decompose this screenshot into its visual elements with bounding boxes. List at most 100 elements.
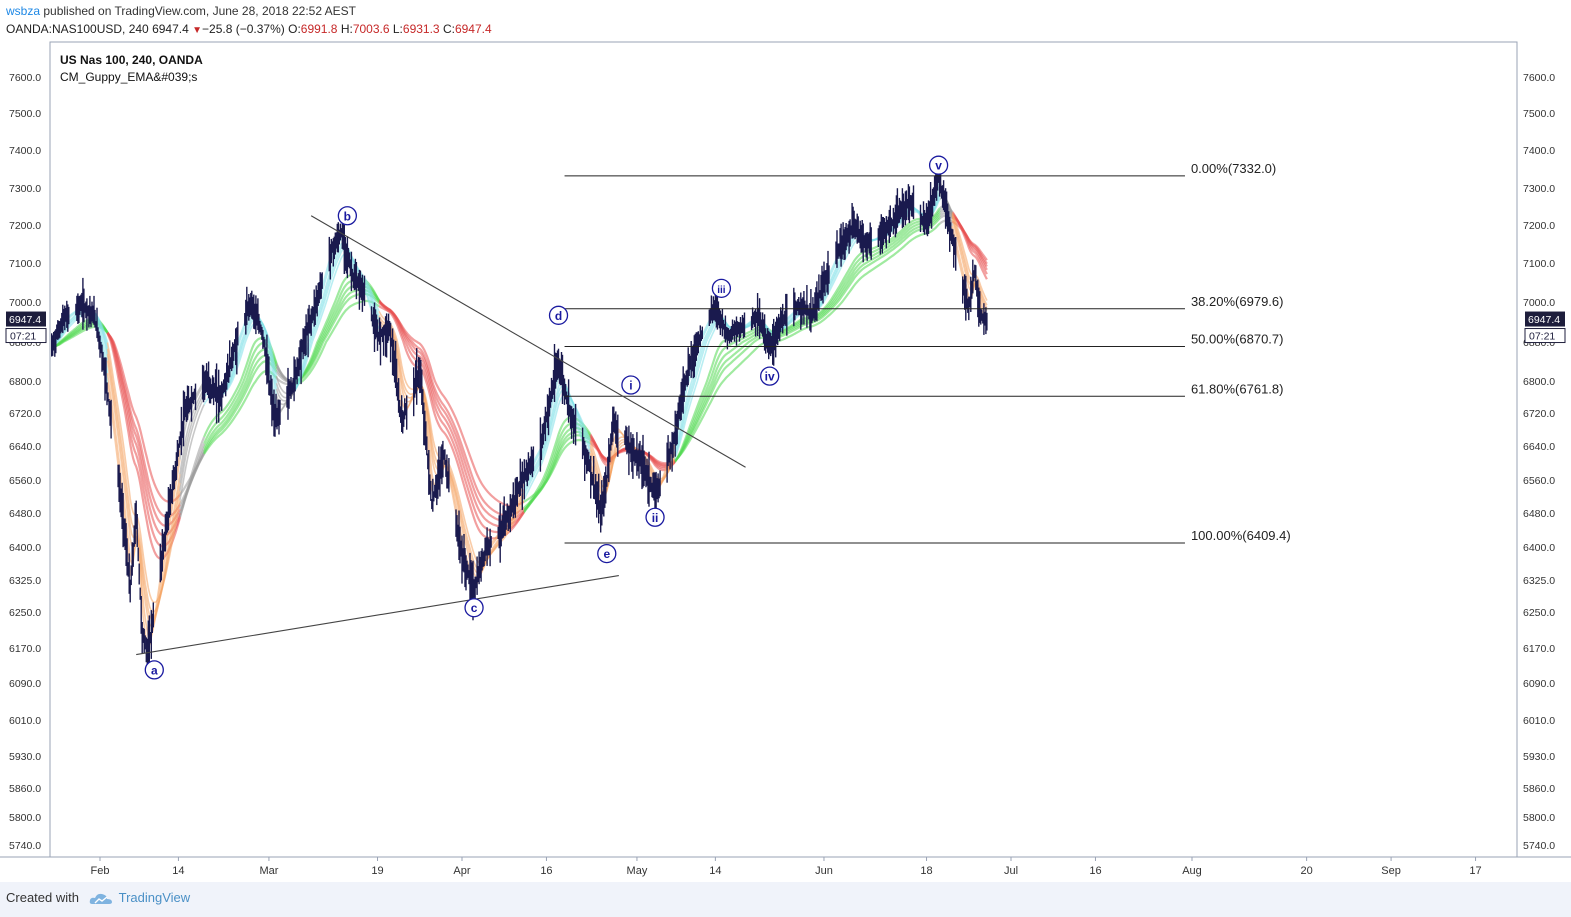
header-bar: wsbza published on TradingView.com, June… [0,0,1571,42]
wave-label-text: ii [652,511,659,525]
time-axis[interactable] [0,857,1571,882]
wave-label-text: e [603,547,610,561]
close-value: 6947.4 [454,22,492,36]
y-tick-label-right: 6250.0 [1523,607,1555,619]
x-tick-label: Mar [259,865,278,877]
y-tick-label-right: 6325.0 [1523,575,1555,587]
wave-label-circle[interactable] [337,206,358,226]
y-tick-label-right: 7400.0 [1523,145,1555,157]
gmma-fast-ema-line [951,215,988,309]
wave-label-circle[interactable] [464,598,484,618]
gmma-fast-ema-line [179,404,205,501]
fib-level-label: 100.00%(6409.4) [1191,528,1291,543]
y-tick-label-left: 6250.0 [9,607,41,619]
x-tick-label: 17 [1469,865,1481,877]
y-tick-label-right: 7200.0 [1523,220,1555,232]
x-tick-label: 18 [920,865,932,877]
gmma-fast-ema-line [523,394,591,501]
y-tick-label-left: 7400.0 [9,145,41,157]
y-tick-label-left: 6560.0 [9,475,41,487]
wave-label-text: d [555,309,562,323]
wave-label-text: iii [717,285,726,296]
fib-level-label: 61.80%(6761.8) [1191,381,1284,396]
author-link[interactable]: wsbza [6,4,41,18]
created-with-text: Created with [6,890,79,905]
tradingview-brand-link[interactable]: TradingView [118,890,191,905]
chart-legend-title: US Nas 100, 240, OANDA [60,53,203,67]
symbol-name: OANDA:NAS100USD, 240 [6,22,149,36]
fib-level-label: 50.00%(6870.7) [1191,332,1284,347]
tradingview-cloud-icon [89,893,112,904]
gmma-slow-ema-line [203,360,278,454]
y-tick-label-right: 5800.0 [1523,812,1555,824]
gmma-slow-ema-line [179,453,206,496]
chart-legend-indicator[interactable]: CM_Guppy_EMA&#039;s [60,70,198,84]
bar-countdown-label: 07:21 [1529,331,1555,343]
gmma-fast-ema-line [951,212,988,301]
wave-label-circle[interactable] [597,543,617,564]
y-tick-label-left: 7200.0 [9,220,41,232]
wave-label-circle[interactable] [760,366,780,386]
y-tick-label-left: 7600.0 [9,72,41,84]
x-tick-label: 19 [371,865,383,877]
gmma-fast-ema-line [106,360,181,628]
wave-label-circle[interactable] [621,375,641,395]
x-tick-label: Sep [1381,865,1401,877]
y-tick-label-left: 5930.0 [9,751,41,763]
wave-label-text: i [629,379,632,393]
open-value: 6991.8 [300,22,338,36]
current-price-label: 6947.4 [1528,314,1560,326]
y-tick-label-right: 6480.0 [1523,508,1555,520]
trendline[interactable] [136,575,619,656]
wave-label-circle[interactable] [548,305,569,325]
high-value: 7003.6 [352,22,390,36]
y-tick-label-right: 6400.0 [1523,542,1555,554]
x-tick-label: 14 [172,865,184,877]
plot-area[interactable] [49,41,1518,858]
y-tick-label-right: 6010.0 [1523,715,1555,727]
footer-bar: Created with TradingView [0,882,1571,917]
y-tick-label-right: 7500.0 [1523,108,1555,120]
x-tick-label: Jul [1004,865,1018,877]
y-tick-label-left: 5740.0 [9,840,41,852]
y-tick-label-left: 6640.0 [9,441,41,453]
y-tick-label-left: 6400.0 [9,542,41,554]
published-text: published on TradingView.com, June 28, 2… [40,4,357,18]
x-tick-label: Apr [453,865,470,877]
y-tick-label-right: 7100.0 [1523,258,1555,270]
wave-label-text: b [344,209,351,223]
wave-label-circle[interactable] [144,660,164,680]
publish-info: wsbza published on TradingView.com, June… [6,4,356,18]
x-tick-label: 16 [1089,865,1101,877]
right-price-axis[interactable] [1517,42,1571,857]
wave-label-circle[interactable] [711,278,732,299]
y-tick-label-left: 6010.0 [9,715,41,727]
y-tick-label-right: 6720.0 [1523,408,1555,420]
high-label: H: [340,22,353,36]
x-tick-label: 14 [709,865,721,877]
last-price: 6947.4 [152,22,189,36]
y-tick-label-left: 6480.0 [9,508,41,520]
wave-label-circle[interactable] [928,155,949,175]
created-with: Created with TradingView [6,890,190,906]
y-tick-label-left: 7300.0 [9,183,41,195]
y-tick-label-left: 7500.0 [9,108,41,120]
x-tick-label: 20 [1300,865,1312,877]
symbol-info: OANDA:NAS100USD, 240 6947.4 ▼−25.8 (−0.3… [6,22,492,36]
y-tick-label-right: 7600.0 [1523,72,1555,84]
gmma-slow-ema-line [203,369,278,455]
y-tick-label-right: 5740.0 [1523,840,1555,852]
trendline[interactable] [310,215,746,468]
left-price-axis[interactable] [0,42,50,857]
current-price-tag-left [6,311,46,327]
countdown-tag-right [1524,328,1566,344]
low-label: L: [392,22,403,36]
bar-countdown-label: 07:21 [10,331,36,343]
gmma-fast-ema-line [51,311,109,348]
y-tick-label-right: 5860.0 [1523,783,1555,795]
y-tick-label-right: 7000.0 [1523,297,1555,309]
wave-label-circle[interactable] [645,507,665,527]
x-tick-label: Aug [1182,865,1202,877]
gmma-slow-ema-line [951,220,988,261]
